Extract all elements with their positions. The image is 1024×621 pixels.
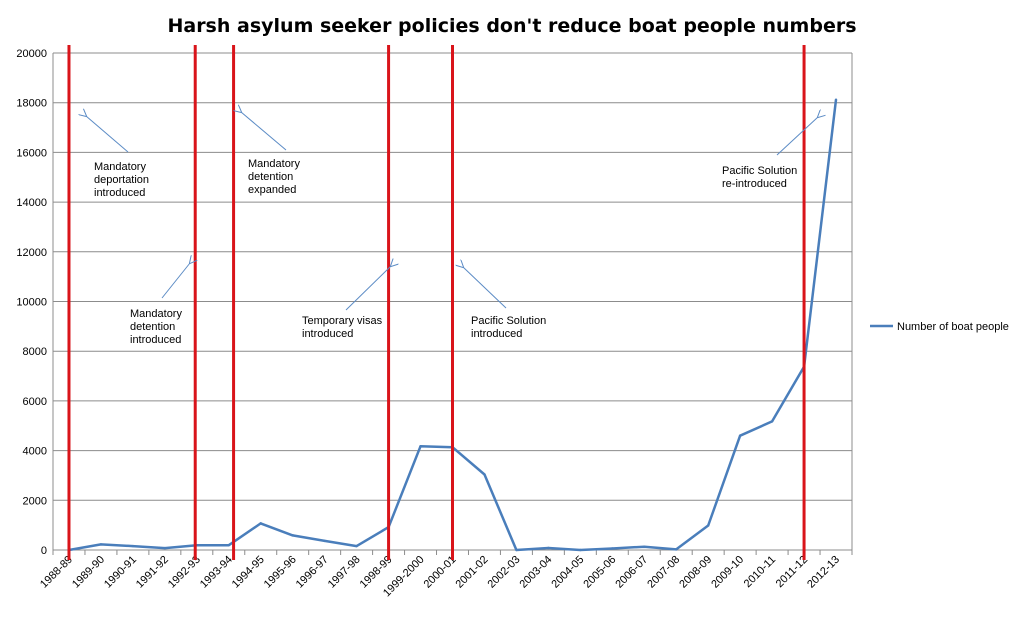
data-point xyxy=(131,544,135,548)
policy-annotation-text: detention xyxy=(130,321,175,333)
data-point xyxy=(515,548,518,552)
annotation-arrow xyxy=(345,266,391,311)
annotation-arrow xyxy=(241,112,287,151)
annotation-arrow xyxy=(161,263,190,299)
policy-annotation-text: expanded xyxy=(248,184,296,196)
data-point xyxy=(259,522,262,525)
y-tick-label: 0 xyxy=(41,545,47,557)
policy-annotation-text: introduced xyxy=(130,334,181,346)
annotation-arrow xyxy=(776,117,818,156)
data-point xyxy=(419,445,422,448)
data-point xyxy=(611,547,614,550)
data-point xyxy=(355,544,358,548)
policy-annotation-text: detention xyxy=(248,171,293,183)
policy-annotation-text: Mandatory xyxy=(248,158,300,170)
data-point xyxy=(579,548,582,552)
data-point xyxy=(738,434,742,437)
chart-title: Harsh asylum seeker policies don't reduc… xyxy=(167,15,856,37)
data-point xyxy=(291,534,294,537)
policy-annotation-text: Temporary visas xyxy=(302,315,383,327)
y-tick-label: 10000 xyxy=(16,297,47,309)
policy-annotation-text: introduced xyxy=(471,328,522,340)
data-point xyxy=(227,543,230,547)
data-point xyxy=(770,420,774,423)
data-point xyxy=(675,548,678,551)
policy-annotation-text: Mandatory xyxy=(94,161,146,173)
data-point xyxy=(706,524,710,527)
data-point xyxy=(834,98,838,101)
data-point xyxy=(323,539,326,543)
policy-annotation-text: re-introduced xyxy=(722,178,787,190)
y-tick-label: 18000 xyxy=(16,98,47,110)
y-tick-label: 8000 xyxy=(23,346,47,358)
y-tick-label: 12000 xyxy=(16,247,47,259)
legend: Number of boat people xyxy=(870,321,1009,333)
y-tick-label: 2000 xyxy=(23,495,47,507)
annotation-arrow xyxy=(86,116,129,153)
data-point xyxy=(483,473,486,476)
policy-markers: MandatorydeportationintroducedMandatoryd… xyxy=(67,45,818,560)
annotation-arrow xyxy=(463,267,507,309)
policy-annotation-text: Pacific Solution xyxy=(722,165,797,177)
data-point xyxy=(643,545,646,548)
y-tick-label: 14000 xyxy=(16,197,47,209)
y-tick-label: 20000 xyxy=(16,48,47,60)
data-point xyxy=(547,546,550,550)
legend-label: Number of boat people xyxy=(897,321,1009,333)
y-tick-label: 6000 xyxy=(23,396,47,408)
policy-annotation-text: introduced xyxy=(302,328,353,340)
data-point xyxy=(99,543,103,546)
policy-annotation-text: deportation xyxy=(94,174,149,186)
data-point xyxy=(163,546,167,550)
y-tick-label: 4000 xyxy=(23,446,47,458)
y-tick-label: 16000 xyxy=(16,147,47,159)
policy-annotation-text: Pacific Solution xyxy=(471,315,546,327)
policy-annotation-text: introduced xyxy=(94,187,145,199)
policy-annotation-text: Mandatory xyxy=(130,308,182,320)
